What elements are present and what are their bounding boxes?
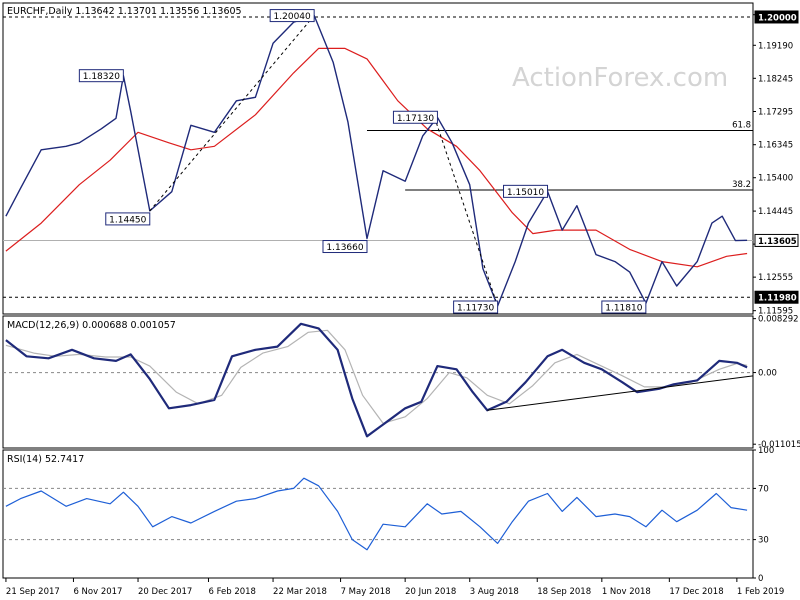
y-tick-label: 1.18245: [758, 74, 793, 84]
x-tick-label: 17 Dec 2018: [669, 587, 723, 597]
value-annotation-box: [503, 184, 549, 198]
fib-level-label: 38.2: [732, 180, 751, 190]
price-panel-frame: [2, 2, 754, 315]
value-annotation-box: [105, 212, 151, 226]
fib-level-label: 61.8: [732, 121, 751, 131]
x-tick-label: 1 Nov 2018: [602, 587, 651, 597]
price-title: EURCHF,Daily 1.13642 1.13701 1.13556 1.1…: [7, 6, 242, 17]
price-series-line-0: [5, 14, 748, 307]
rsi-panel-frame: [2, 449, 754, 579]
y-tick-label: 1.15400: [758, 174, 793, 184]
y-tick-label: 1.12555: [758, 273, 793, 283]
y-tick-label: 1.19190: [758, 41, 793, 51]
x-tick-label: 1 Feb 2019: [737, 587, 785, 597]
rsi-title: RSI(14) 52.7417: [7, 454, 84, 465]
x-tick-label: 20 Dec 2017: [138, 587, 192, 597]
value-annotation: 1.18320: [83, 72, 120, 82]
y-tick-label: 70: [758, 484, 769, 494]
price-series-line-1: [5, 47, 748, 268]
trendline: [149, 15, 315, 212]
price-tag: [754, 233, 799, 247]
price-tag-label: 1.20000: [758, 13, 797, 23]
macd-title: MACD(12,26,9) 0.000688 0.001057: [7, 320, 176, 331]
y-tick-label: 30: [758, 536, 769, 546]
x-tick-label: 21 Sep 2017: [6, 587, 60, 597]
rsi-panel: RSI(14) 52.7417 100 70 30 0: [2, 446, 774, 584]
price-panel: ActionForex.com EURCHF,Daily 1.13642 1.1…: [2, 2, 799, 317]
trendline: [487, 375, 754, 411]
y-tick-label: 0: [758, 574, 763, 584]
x-tick-label: 6 Nov 2017: [73, 587, 122, 597]
value-annotation-box: [453, 300, 499, 314]
price-tag-label: 1.11980: [758, 294, 797, 304]
value-annotation-box: [601, 300, 647, 314]
price-tag: [754, 10, 799, 24]
y-tick-label: 1.17295: [758, 108, 793, 118]
value-annotation: 1.13660: [326, 243, 363, 253]
x-tick-label: 20 Jun 2018: [405, 587, 456, 597]
price-tag: [754, 290, 799, 304]
watermark: ActionForex.com: [512, 63, 728, 93]
macd-series-line-0: [5, 322, 748, 438]
value-annotation: 1.11810: [605, 304, 642, 314]
value-annotation: 1.14450: [109, 215, 146, 225]
x-tick-label: 6 Feb 2018: [208, 587, 256, 597]
value-annotation-box: [392, 110, 438, 124]
price-tag-label: 1.13605: [758, 237, 797, 247]
x-tick-label: 7 May 2018: [341, 587, 391, 597]
y-tick-label: 1.14445: [758, 207, 793, 217]
macd-panel: MACD(12,26,9) 0.000688 0.001057 0.008292…: [2, 315, 800, 450]
value-annotation: 1.15010: [507, 188, 544, 198]
rsi-series-line-0: [5, 477, 748, 551]
value-annotation: 1.11730: [457, 304, 494, 314]
y-tick-label: -0.011015: [758, 440, 800, 450]
x-tick-label: 22 Mar 2018: [273, 587, 327, 597]
x-tick-label: 18 Sep 2018: [537, 587, 591, 597]
macd-panel-frame: [2, 315, 754, 449]
value-annotation: 1.20040: [274, 12, 311, 22]
y-tick-label: 1.16345: [758, 141, 793, 151]
y-tick-label: 100: [758, 446, 774, 456]
value-annotation-box: [322, 240, 368, 254]
y-tick-label: 1.11595: [758, 307, 793, 317]
value-annotation: 1.17130: [397, 114, 434, 124]
x-axis: 21 Sep 2017 6 Nov 2017 20 Dec 2017 6 Feb 20…: [5, 578, 785, 597]
y-tick-label: 0.008292: [758, 315, 799, 325]
value-annotation-box: [78, 69, 124, 83]
y-tick-label: 0.00: [758, 369, 777, 379]
value-annotation-box: [269, 9, 315, 23]
x-tick-label: 3 Aug 2018: [470, 587, 519, 597]
